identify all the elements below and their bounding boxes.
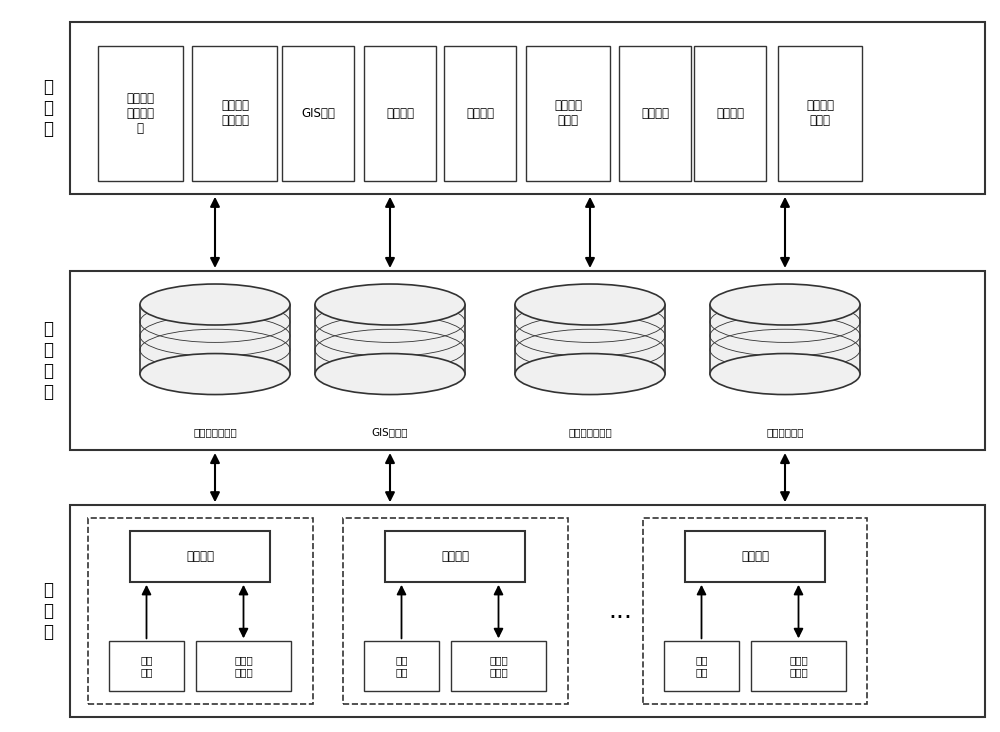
Text: 故障处理: 故障处理 (641, 107, 669, 120)
Bar (315, 305, 465, 374)
Text: 抵车调度: 抵车调度 (386, 107, 414, 120)
Text: 防盗报
警装置: 防盗报 警装置 (234, 655, 253, 677)
Ellipse shape (710, 354, 860, 395)
Ellipse shape (140, 284, 290, 325)
Text: 位置终端: 位置终端 (441, 550, 469, 563)
FancyBboxPatch shape (619, 45, 691, 182)
FancyBboxPatch shape (342, 518, 568, 704)
Ellipse shape (315, 354, 465, 395)
Text: 刷卡
设备: 刷卡 设备 (395, 655, 408, 677)
FancyBboxPatch shape (88, 518, 312, 704)
Text: 进出场轨
迹回放: 进出场轨 迹回放 (806, 100, 834, 127)
FancyBboxPatch shape (192, 45, 277, 182)
Text: 位置终端: 位置终端 (186, 550, 214, 563)
FancyBboxPatch shape (751, 641, 846, 691)
Text: GIS监控: GIS监控 (301, 107, 335, 120)
Bar (710, 305, 860, 374)
Text: 刷卡
设备: 刷卡 设备 (140, 655, 153, 677)
Text: 实时监控
司机考勤: 实时监控 司机考勤 (221, 100, 249, 127)
Text: 实时报警: 实时报警 (466, 107, 494, 120)
FancyBboxPatch shape (70, 505, 985, 717)
Text: 中
心
处
理: 中 心 处 理 (43, 321, 53, 400)
Text: 维修处理: 维修处理 (716, 107, 744, 120)
Ellipse shape (710, 284, 860, 325)
FancyBboxPatch shape (364, 641, 439, 691)
FancyBboxPatch shape (444, 45, 516, 182)
Text: 刷卡
设备: 刷卡 设备 (695, 655, 708, 677)
Text: 防盗报
警装置: 防盗报 警装置 (489, 655, 508, 677)
Text: 设
备
层: 设 备 层 (43, 581, 53, 641)
FancyBboxPatch shape (70, 271, 985, 450)
Text: 位置终端: 位置终端 (741, 550, 769, 563)
Text: 防盗报
警装置: 防盗报 警装置 (789, 655, 808, 677)
Bar (515, 305, 665, 374)
FancyBboxPatch shape (385, 531, 525, 582)
FancyBboxPatch shape (685, 531, 825, 582)
FancyBboxPatch shape (364, 45, 436, 182)
FancyBboxPatch shape (109, 641, 184, 691)
Ellipse shape (140, 354, 290, 395)
FancyBboxPatch shape (130, 531, 270, 582)
Text: 数据通讯服务器: 数据通讯服务器 (193, 427, 237, 437)
FancyBboxPatch shape (778, 45, 862, 182)
FancyBboxPatch shape (70, 22, 985, 194)
FancyBboxPatch shape (196, 641, 291, 691)
FancyBboxPatch shape (642, 518, 867, 704)
Ellipse shape (515, 354, 665, 395)
FancyBboxPatch shape (98, 45, 182, 182)
Ellipse shape (515, 284, 665, 325)
Text: 实时监控
车辆进出
场: 实时监控 车辆进出 场 (126, 92, 154, 135)
FancyBboxPatch shape (526, 45, 610, 182)
Text: 设定进出
场路线: 设定进出 场路线 (554, 100, 582, 127)
Text: ...: ... (608, 600, 632, 623)
Text: 数据库服务器: 数据库服务器 (766, 427, 804, 437)
FancyBboxPatch shape (664, 641, 739, 691)
Text: GIS服务器: GIS服务器 (372, 427, 408, 437)
Bar (140, 305, 290, 374)
Ellipse shape (315, 284, 465, 325)
FancyBboxPatch shape (694, 45, 766, 182)
Text: 事件处理服务器: 事件处理服务器 (568, 427, 612, 437)
FancyBboxPatch shape (451, 641, 546, 691)
Text: 应
用
层: 应 用 层 (43, 78, 53, 138)
FancyBboxPatch shape (282, 45, 354, 182)
